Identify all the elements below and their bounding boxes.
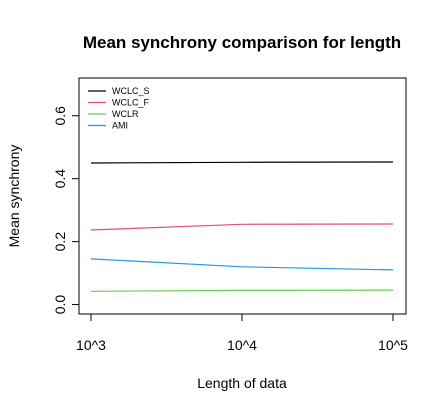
y-axis-label: Mean synchrony	[6, 145, 22, 248]
y-tick-label: 0.0	[52, 295, 68, 315]
series-lines	[90, 161, 394, 292]
legend-label: AMI	[112, 121, 128, 131]
x-axis-label: Length of data	[197, 375, 287, 391]
chart-title: Mean synchrony comparison for length	[83, 33, 401, 52]
series-line-wclc-f	[90, 223, 394, 231]
series-line-wclr	[90, 289, 394, 292]
x-tick-label: 10^5	[378, 337, 408, 353]
legend-label: WCLC_S	[112, 86, 150, 96]
x-tick-label: 10^3	[76, 337, 106, 353]
y-axis: 0.0 0.2 0.4 0.6	[52, 106, 79, 314]
y-tick-label: 0.4	[52, 169, 68, 189]
series-line-ami	[90, 258, 394, 271]
legend-label: WCLC_F	[112, 98, 150, 108]
y-tick-label: 0.6	[52, 106, 68, 126]
series-line-wclc-s	[90, 161, 394, 164]
legend-label: WCLR	[112, 109, 139, 119]
y-tick-label: 0.2	[52, 232, 68, 252]
x-tick-label: 10^4	[227, 337, 257, 353]
x-axis: 10^3 10^4 10^5	[76, 314, 408, 353]
